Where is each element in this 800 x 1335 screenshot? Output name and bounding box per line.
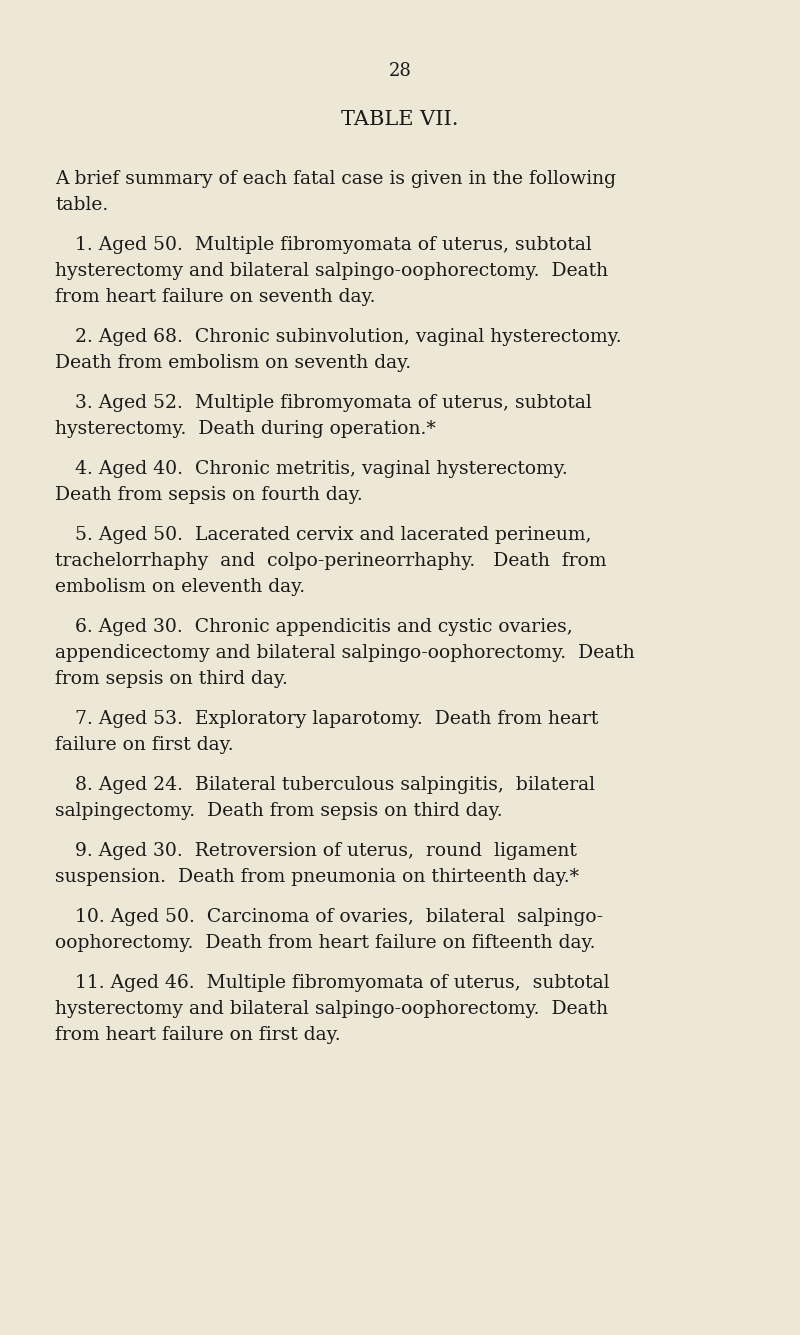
Text: hysterectomy and bilateral salpingo-oophorectomy.  Death: hysterectomy and bilateral salpingo-ooph… xyxy=(55,1000,608,1019)
Text: 5. Aged 50.  Lacerated cervix and lacerated perineum,: 5. Aged 50. Lacerated cervix and lacerat… xyxy=(75,526,591,543)
Text: TABLE VII.: TABLE VII. xyxy=(342,109,458,129)
Text: 4. Aged 40.  Chronic metritis, vaginal hysterectomy.: 4. Aged 40. Chronic metritis, vaginal hy… xyxy=(75,461,568,478)
Text: suspension.  Death from pneumonia on thirteenth day.*: suspension. Death from pneumonia on thir… xyxy=(55,868,579,886)
Text: embolism on eleventh day.: embolism on eleventh day. xyxy=(55,578,305,595)
Text: oophorectomy.  Death from heart failure on fifteenth day.: oophorectomy. Death from heart failure o… xyxy=(55,934,595,952)
Text: failure on first day.: failure on first day. xyxy=(55,736,234,754)
Text: 11. Aged 46.  Multiple fibromyomata of uterus,  subtotal: 11. Aged 46. Multiple fibromyomata of ut… xyxy=(75,975,610,992)
Text: A brief summary of each fatal case is given in the following: A brief summary of each fatal case is gi… xyxy=(55,170,616,188)
Text: trachelorrhaphy  and  colpo-perineorrhaphy.   Death  from: trachelorrhaphy and colpo-perineorrhaphy… xyxy=(55,551,606,570)
Text: 1. Aged 50.  Multiple fibromyomata of uterus, subtotal: 1. Aged 50. Multiple fibromyomata of ute… xyxy=(75,236,592,254)
Text: 3. Aged 52.  Multiple fibromyomata of uterus, subtotal: 3. Aged 52. Multiple fibromyomata of ute… xyxy=(75,394,592,413)
Text: from heart failure on first day.: from heart failure on first day. xyxy=(55,1027,341,1044)
Text: 10. Aged 50.  Carcinoma of ovaries,  bilateral  salpingo-: 10. Aged 50. Carcinoma of ovaries, bilat… xyxy=(75,908,603,926)
Text: from sepsis on third day.: from sepsis on third day. xyxy=(55,670,288,688)
Text: salpingectomy.  Death from sepsis on third day.: salpingectomy. Death from sepsis on thir… xyxy=(55,802,502,820)
Text: appendicectomy and bilateral salpingo-oophorectomy.  Death: appendicectomy and bilateral salpingo-oo… xyxy=(55,643,634,662)
Text: table.: table. xyxy=(55,196,108,214)
Text: Death from sepsis on fourth day.: Death from sepsis on fourth day. xyxy=(55,486,362,505)
Text: Death from embolism on seventh day.: Death from embolism on seventh day. xyxy=(55,354,411,372)
Text: 9. Aged 30.  Retroversion of uterus,  round  ligament: 9. Aged 30. Retroversion of uterus, roun… xyxy=(75,842,577,860)
Text: from heart failure on seventh day.: from heart failure on seventh day. xyxy=(55,288,375,306)
Text: 28: 28 xyxy=(389,61,411,80)
Text: 8. Aged 24.  Bilateral tuberculous salpingitis,  bilateral: 8. Aged 24. Bilateral tuberculous salpin… xyxy=(75,776,595,794)
Text: hysterectomy.  Death during operation.*: hysterectomy. Death during operation.* xyxy=(55,421,436,438)
Text: hysterectomy and bilateral salpingo-oophorectomy.  Death: hysterectomy and bilateral salpingo-ooph… xyxy=(55,262,608,280)
Text: 7. Aged 53.  Exploratory laparotomy.  Death from heart: 7. Aged 53. Exploratory laparotomy. Deat… xyxy=(75,710,598,728)
Text: 2. Aged 68.  Chronic subinvolution, vaginal hysterectomy.: 2. Aged 68. Chronic subinvolution, vagin… xyxy=(75,328,622,346)
Text: 6. Aged 30.  Chronic appendicitis and cystic ovaries,: 6. Aged 30. Chronic appendicitis and cys… xyxy=(75,618,573,635)
